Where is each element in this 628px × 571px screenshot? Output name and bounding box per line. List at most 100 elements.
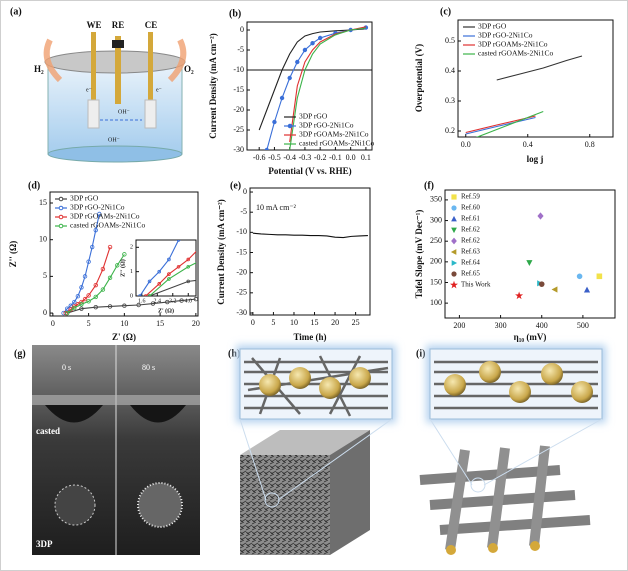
x-tick-label: 10 (290, 318, 298, 327)
legend-label: 3DP rGO-2Ni1Co (478, 31, 533, 40)
point (86, 259, 91, 264)
point (72, 299, 77, 305)
point (79, 302, 84, 307)
x-axis-label: Z' (Ω) (112, 332, 136, 342)
label: e⁻ (156, 87, 162, 93)
sphere (571, 381, 593, 403)
point (596, 273, 603, 280)
point (526, 260, 533, 267)
x-tick-label: 15 (311, 318, 319, 327)
bar-end (530, 541, 540, 551)
point (310, 41, 315, 46)
sample (137, 482, 183, 528)
point (122, 303, 127, 308)
zoom-spot (264, 492, 280, 508)
point (537, 212, 544, 220)
x-axis-label: Potential (V vs. RHE) (268, 166, 351, 176)
grid-bars (445, 445, 550, 551)
x-tick-label: 0.0 (461, 140, 471, 149)
point (538, 281, 545, 287)
label: 80 s (142, 363, 155, 372)
y-tick-label: -15 (233, 85, 244, 94)
label: e⁻ (86, 87, 92, 93)
x-tick-label: 200 (453, 321, 465, 330)
point (317, 35, 323, 41)
y-tick-label: -5 (240, 207, 247, 216)
point (186, 257, 191, 262)
chart: 0.0 0.4 0.8 0.2 0.3 0.4 0.5 (c) log j Overpotenti… (414, 6, 614, 164)
label: OH⁻ (118, 109, 130, 115)
y-tick-label: -30 (236, 308, 247, 317)
point (551, 286, 558, 293)
panel-i: (i) (416, 345, 606, 555)
y-tick-label: 0.2 (445, 126, 455, 135)
line (289, 27, 366, 150)
legend-label: 3DP rGO-2Ni1Co (299, 121, 354, 130)
y-tick-label: 350 (430, 195, 442, 204)
legend-label: casted rGOAMs-2Ni1Co (478, 49, 553, 58)
legend-swatch (451, 227, 457, 234)
y-tick-label: 0 (43, 308, 47, 317)
y-tick-label: 5 (43, 271, 47, 280)
legend-label: 3DP rGO (299, 112, 328, 121)
x-tick-label: 3.2 (169, 298, 177, 304)
point (176, 240, 181, 242)
line (66, 298, 196, 314)
y-axis-label: Z'' (Ω) (8, 241, 18, 267)
y-tick-label: 0.5 (445, 36, 455, 45)
x-tick-label: -0.6 (253, 153, 266, 162)
chart: 1.6 2.4 3.2 4.0 0 1 2 Z' (Ω) Z'' (Ω) (119, 239, 197, 314)
label: WE (86, 20, 101, 30)
point (138, 294, 142, 296)
electrode-sample (144, 99, 157, 129)
sphere (444, 374, 466, 396)
x-tick-label: 0 (251, 318, 255, 327)
bar-end (446, 545, 456, 555)
x-axis-label: log j (527, 154, 544, 164)
x-tick-label: 0 (51, 319, 55, 328)
x-axis-label: Z' (Ω) (158, 307, 174, 314)
point (115, 263, 120, 268)
plot-area (515, 212, 603, 300)
sphere (289, 367, 311, 389)
legend-label: This Work (461, 281, 491, 289)
cube-side (330, 430, 370, 555)
chart: -0.6 -0.5 -0.4 -0.3 -0.2 -0.1 0.0 0.1 0 -5 -10 -15 -… (208, 8, 374, 176)
glass (32, 395, 200, 405)
y-tick-label: 0 (243, 187, 247, 196)
y-tick-label: 2 (130, 245, 133, 251)
line (465, 116, 536, 135)
point (107, 275, 113, 281)
sphere (541, 363, 563, 385)
legend-label: Ref.64 (461, 259, 480, 267)
y-tick-label: -15 (236, 247, 247, 256)
label: 0 s (62, 363, 71, 372)
sphere (319, 377, 341, 399)
x-tick-label: 500 (577, 321, 589, 330)
x-tick-label: -0.2 (314, 153, 327, 162)
electrode (148, 32, 153, 127)
point (165, 299, 170, 305)
legend-label: Ref.63 (461, 248, 480, 256)
sample (45, 405, 103, 423)
point (515, 291, 524, 300)
x-axis-label: η₁₀ (mV) (514, 332, 547, 342)
line (149, 262, 196, 296)
panel-label: (g) (14, 348, 26, 359)
legend-label: Ref.62 (461, 237, 480, 245)
zoom-lines (429, 418, 603, 486)
x-tick-label: -0.4 (283, 153, 296, 162)
y-tick-label: -25 (233, 125, 244, 134)
sphere (259, 374, 281, 396)
point (295, 59, 300, 65)
x-tick-label: 300 (495, 321, 507, 330)
y-tick-label: 0 (130, 293, 133, 299)
point (302, 47, 308, 53)
point (75, 294, 81, 299)
line (66, 254, 125, 314)
legend-label: casted rGOAMs-2Ni1Co (299, 139, 374, 148)
legend-swatch (451, 260, 458, 266)
point (147, 294, 152, 296)
point (157, 269, 162, 274)
